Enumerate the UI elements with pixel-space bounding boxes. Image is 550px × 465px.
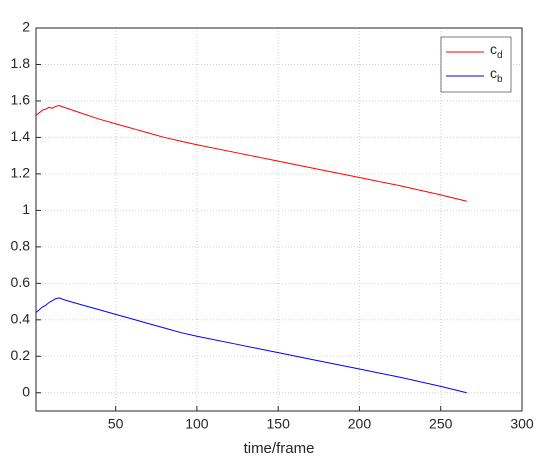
y-tick-label: 1.2 [11, 165, 31, 181]
x-tick-label: 150 [267, 416, 291, 432]
x-tick-label: 50 [108, 416, 124, 432]
y-tick-label: 1 [22, 201, 30, 217]
line [35, 297, 467, 394]
legend-label: cb [490, 65, 503, 85]
y-tick-label: 2 [22, 19, 30, 35]
line [35, 104, 467, 202]
y-tick-label: 0.2 [11, 347, 31, 363]
y-tick-label: 0.8 [11, 238, 31, 254]
y-tick-label: 1.4 [11, 128, 31, 144]
y-tick-label: 0.4 [11, 311, 31, 327]
y-tick-label: 0.6 [11, 274, 31, 290]
y-tick-label: 0 [22, 383, 30, 399]
x-tick-label: 300 [510, 416, 534, 432]
y-tick-label: 1.8 [11, 55, 31, 71]
x-tick-label: 200 [348, 416, 372, 432]
x-tick-label: 250 [429, 416, 453, 432]
legend-box [440, 36, 512, 93]
axes-box [35, 27, 523, 412]
x-tick-label: 100 [185, 416, 209, 432]
y-tick-label: 1.6 [11, 92, 31, 108]
x-axis-label: time/frame [244, 440, 315, 457]
legend-label: cd [490, 41, 503, 61]
